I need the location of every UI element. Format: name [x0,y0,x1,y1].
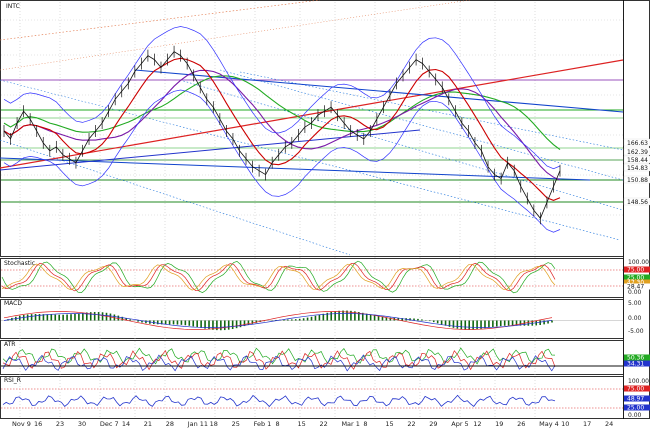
price-label: 162.39 [627,149,648,156]
atr-green-line [2,347,556,365]
x-axis-label: 23 [56,420,64,428]
rsi-tick: 100.00 [628,378,649,385]
atr-blue-line [2,354,556,372]
moving-average-purple [3,69,561,181]
macd-tick: -5.00 [628,328,644,335]
main-panel-label: INTC [6,3,20,10]
trend-line-blue-mid [0,129,421,171]
moving-average-green [3,75,561,151]
x-axis-label: 24 [605,420,613,428]
price-label-box [623,147,650,156]
stoch-label-box [624,266,650,273]
price-label-box [623,155,650,164]
x-axis-label: 26 [517,420,525,428]
trend-line-blue-lower [0,157,591,181]
x-axis-label: 30 [78,420,86,428]
bollinger-lower [3,89,561,233]
rsi-label: 25.00 [627,405,644,412]
x-axis-label: 22 [319,420,327,428]
stoch-slow-line [1,263,556,291]
fan-line [0,0,321,41]
x-axis-label: 14 [122,420,130,428]
atr-label: 34.31 [627,361,644,368]
trend-line-blue-upper [134,69,624,113]
price-label: 154.83 [627,165,648,172]
macd-panel-label: MACD [4,300,22,307]
x-axis-label: Nov 9 [12,420,31,428]
stoch-label: 25.00 [627,275,644,282]
x-axis-label: Feb 1 [254,420,272,428]
x-axis-label: Mar 1 [341,420,359,428]
price-label: 166.63 [627,140,648,147]
stoch-d-line [1,262,556,292]
x-axis-label: 17 [583,420,591,428]
x-axis-label: Jan 11 [187,420,208,428]
moving-average-red [3,57,561,201]
x-axis-label: 15 [298,420,306,428]
bollinger-upper [3,26,561,170]
x-axis-label: 8 [363,420,367,428]
stoch-label: 28.47 [627,284,644,291]
stoch-label-box [624,274,650,281]
atr-label: 50.36 [627,355,644,362]
x-axis-label: 16 [34,420,42,428]
rsi-tick: 0.00 [628,412,642,419]
x-axis-label: 25 [232,420,240,428]
price-label-box [623,175,650,184]
price-label-box [623,138,650,147]
fan-line [0,0,471,71]
price-label: 148.56 [627,199,648,206]
x-axis-label: Apr 5 [451,420,468,428]
x-axis-label: 21 [144,420,152,428]
rsi-panel-label: RSI_R [4,377,21,384]
price-label-box [623,163,650,172]
price-label: 158.44 [627,157,648,164]
stoch-tick: 0.00 [628,289,642,296]
x-axis-label: May 4 [539,420,559,428]
price-label-box [623,197,650,206]
rsi-label-box [624,395,650,402]
macd-tick: 5.00 [628,300,642,307]
atr-panel-label: ATR [4,341,15,348]
x-axis-label: 15 [385,420,393,428]
stoch-k-line [1,260,556,294]
atr-label-box [624,354,650,361]
rsi-label-box [624,385,650,392]
x-axis-label: 29 [429,420,437,428]
macd-signal-line [3,313,553,328]
price-label: 150.88 [627,177,648,184]
x-axis-label: 8 [276,420,280,428]
stochastic-panel-label: Stochastic [4,260,35,267]
macd-tick: 0.00 [628,315,642,322]
rsi-label: 75.00 [627,386,644,393]
x-axis-label: Dec 7 [100,420,119,428]
stoch-label: 75.00 [627,267,644,274]
x-axis-label: 22 [407,420,415,428]
rsi-label-box [624,404,650,411]
atr-label-box [624,360,650,367]
x-axis-label: 12 [473,420,481,428]
rsi-label: 48.97 [627,396,644,403]
stoch-tick: 100.00 [628,259,649,266]
trend-line-red [0,59,624,169]
stoch-label-box [624,279,650,286]
stoch-label: 47.30 [627,280,644,287]
stoch-label-box [624,283,650,290]
trend-dotted-line [239,71,624,151]
x-axis-label: 19 [495,420,503,428]
price-line [3,51,561,220]
rsi-line [2,394,556,408]
x-axis-label: 28 [166,420,174,428]
x-axis-label: 18 [210,420,218,428]
x-axis-label: 10 [561,420,569,428]
